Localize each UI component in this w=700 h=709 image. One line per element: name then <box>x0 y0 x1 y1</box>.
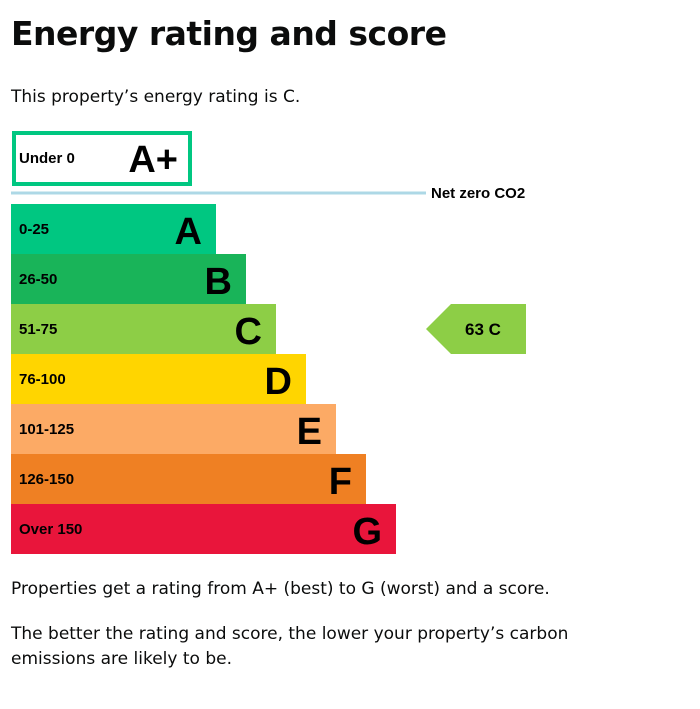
band-e-letter: E <box>297 411 322 453</box>
band-d-bar <box>11 354 306 404</box>
band-g-letter: G <box>352 511 382 553</box>
band-e-bar <box>11 404 336 454</box>
band-b-letter: B <box>205 261 232 303</box>
rating-explanation: Properties get a rating from A+ (best) t… <box>11 579 550 599</box>
band-f-range: 126-150 <box>19 471 74 488</box>
band-f-bar <box>11 454 366 504</box>
rating-summary: This property’s energy rating is C. <box>11 87 301 107</box>
band-a-letter: A <box>175 211 202 253</box>
band-b-bar <box>11 254 246 304</box>
band-d-range: 76-100 <box>19 371 66 388</box>
energy-rating-chart: Under 0 A+ 0-25 A 26-50 B 51-75 C 76-100 D 101-125… <box>11 131 526 554</box>
band-b-range: 26-50 <box>19 271 57 288</box>
current-rating-label: 63 C <box>465 320 501 339</box>
band-a-range: 0-25 <box>19 221 49 238</box>
band-c-bar <box>11 304 276 354</box>
band-g-bar <box>11 504 396 554</box>
band-a-plus-range: Under 0 <box>19 150 75 167</box>
current-rating-arrow <box>426 304 526 354</box>
band-c-letter: C <box>235 311 262 353</box>
carbon-explanation: The better the rating and score, the low… <box>11 624 569 669</box>
band-g-range: Over 150 <box>19 521 82 538</box>
band-d-letter: D <box>265 361 292 403</box>
net-zero-label: Net zero CO2 <box>431 185 525 202</box>
band-e-range: 101-125 <box>19 421 74 438</box>
page-title: Energy rating and score <box>11 14 447 53</box>
band-a-plus-letter: A+ <box>128 139 178 181</box>
band-a-bar <box>11 204 216 254</box>
band-f-letter: F <box>329 461 352 503</box>
band-a-plus-box <box>12 131 192 186</box>
band-c-range: 51-75 <box>19 321 57 338</box>
